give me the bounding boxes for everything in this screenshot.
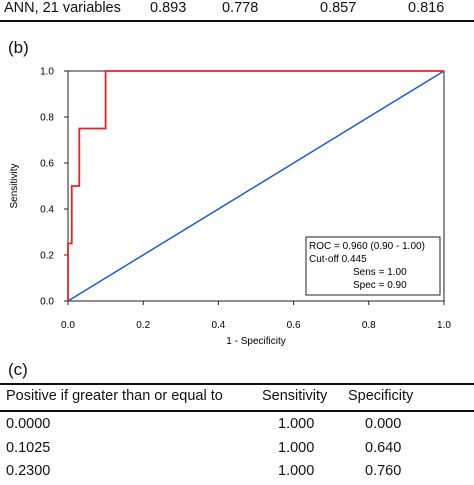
header-specificity: Specificity: [348, 388, 414, 404]
y-tick-label: 0.4: [40, 205, 54, 216]
annotation-line: ROC = 0.960 (0.90 - 1.00): [309, 241, 425, 252]
row-label: ANN, 21 variables: [4, 0, 121, 16]
sensitivity-cell: 1.000: [278, 416, 315, 432]
annotation-line: Spec = 0.90: [353, 280, 407, 291]
table-row: 0.1025 1.000 0.640: [0, 440, 474, 462]
annotation-line: Sens = 1.00: [353, 267, 407, 278]
reference-diagonal: [67, 70, 445, 302]
x-tick-label: 0.0: [61, 320, 75, 331]
y-tick-label: 0.8: [40, 113, 54, 124]
x-tick-label: 0.6: [287, 320, 301, 331]
table-c-header-rule: [0, 410, 474, 412]
y-tick-label: 0.6: [40, 159, 54, 170]
x-tick-label: 0.2: [136, 320, 150, 331]
x-axis-label: 1 - Specificity: [226, 336, 285, 347]
roc-curve: [67, 70, 444, 301]
table-row: 0.2300 1.000 0.760: [0, 463, 474, 485]
table-c-top-rule: [0, 383, 474, 385]
specificity-cell: 0.000: [365, 416, 402, 432]
sensitivity-cell: 1.000: [278, 463, 315, 479]
panel-c-label: (c): [8, 360, 28, 379]
row-value-4: 0.816: [408, 0, 445, 16]
table-row: 0.0000 1.000 0.000: [0, 416, 474, 438]
header-threshold: Positive if greater than or equal to: [6, 388, 223, 404]
table-c-header: Positive if greater than or equal to Sen…: [0, 388, 474, 410]
header-sensitivity: Sensitivity: [262, 388, 328, 404]
annotation-box: [305, 236, 441, 296]
sensitivity-cell: 1.000: [278, 440, 315, 456]
chart-ticks: 0.0 0.2 0.4 0.6 0.8 1.0 0.0 0.2 0.4 0.6 0.8 1.0: [40, 67, 451, 332]
chart-lines: [67, 70, 445, 302]
y-tick-label: 1.0: [40, 67, 54, 78]
x-tick-label: 0.8: [362, 320, 376, 331]
roc-chart: 0.0 0.2 0.4 0.6 0.8 1.0 0.0 0.2 0.4 0.6 0.8 1.0 ROC…: [9, 67, 451, 348]
specificity-cell: 0.640: [365, 440, 402, 456]
row-value-3: 0.857: [320, 0, 357, 16]
x-tick-label: 1.0: [437, 320, 451, 331]
table-b-last-row: ANN, 21 variables 0.893 0.778 0.857 0.81…: [0, 0, 474, 21]
y-axis-label: Sensitivity: [9, 163, 20, 208]
chart-annotation: ROC = 0.960 (0.90 - 1.00) Cut-off 0.445 Se…: [305, 236, 441, 296]
panel-b-label: (b): [8, 38, 29, 57]
annotation-line: Cut-off 0.445: [309, 254, 367, 265]
threshold-cell: 0.0000: [6, 416, 51, 432]
x-tick-label: 0.4: [211, 320, 225, 331]
row-value-1: 0.893: [150, 0, 187, 16]
threshold-cell: 0.2300: [6, 463, 51, 479]
threshold-cell: 0.1025: [6, 440, 51, 456]
specificity-cell: 0.760: [365, 463, 402, 479]
y-tick-label: 0.2: [40, 251, 54, 262]
row-value-2: 0.778: [222, 0, 259, 16]
table-bottom-rule: [0, 20, 474, 22]
y-tick-label: 0.0: [40, 297, 54, 308]
